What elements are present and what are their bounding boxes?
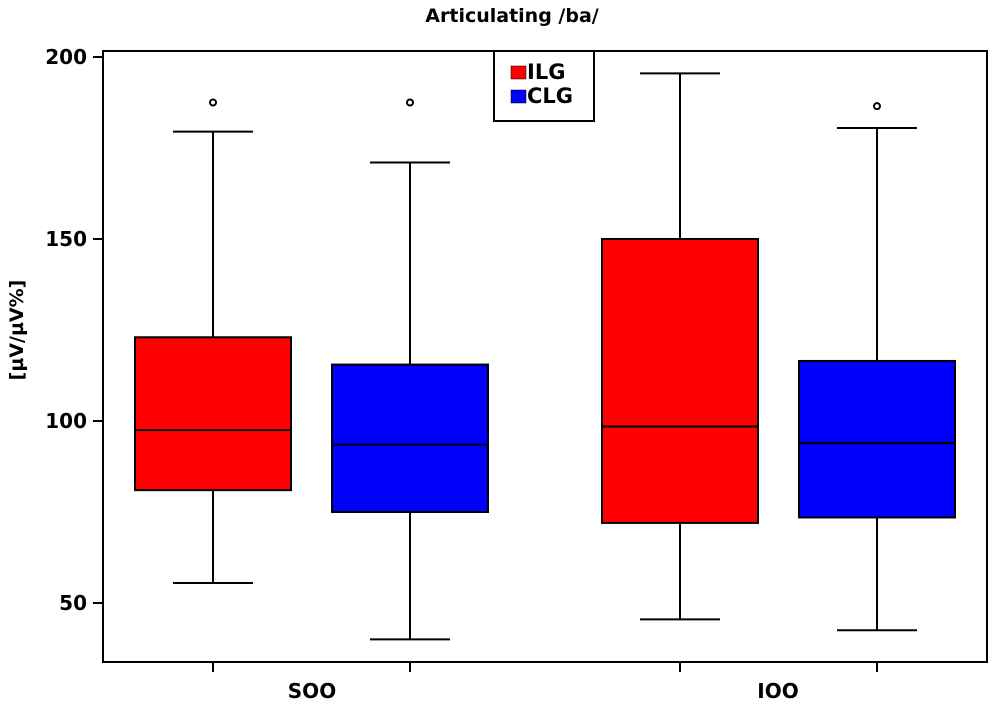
y-axis-label: [µV/µV%] [6, 280, 28, 381]
y-tick-label: 100 [45, 409, 87, 433]
y-axis: 50 100 150 200 [45, 45, 103, 615]
legend-label-ilg: ILG [527, 60, 565, 84]
box-ilg-ioo [601, 72, 759, 621]
legend-box [493, 50, 595, 122]
y-tick-label: 150 [45, 227, 87, 251]
box-clg-soo [331, 98, 489, 641]
legend-swatch-clg [510, 89, 527, 104]
x-axis: SOO IOO [212, 662, 878, 703]
y-tick-label: 200 [45, 45, 87, 69]
iqr-box [331, 363, 489, 513]
legend-swatch-ilg [510, 65, 527, 80]
x-tick-label: SOO [288, 679, 336, 703]
legend-label-clg: CLG [527, 84, 573, 108]
box-series [134, 72, 956, 641]
box-clg-ioo [798, 102, 956, 632]
outlier-point [406, 98, 414, 107]
outlier-point [209, 98, 217, 107]
x-tick-label: IOO [757, 679, 798, 703]
iqr-box [134, 336, 292, 492]
chart-title: Articulating /ba/ [425, 5, 598, 27]
iqr-box [601, 238, 759, 524]
iqr-box [798, 359, 956, 519]
outlier-point [873, 102, 881, 111]
y-tick-label: 50 [59, 591, 87, 615]
box-ilg-soo [134, 98, 292, 584]
